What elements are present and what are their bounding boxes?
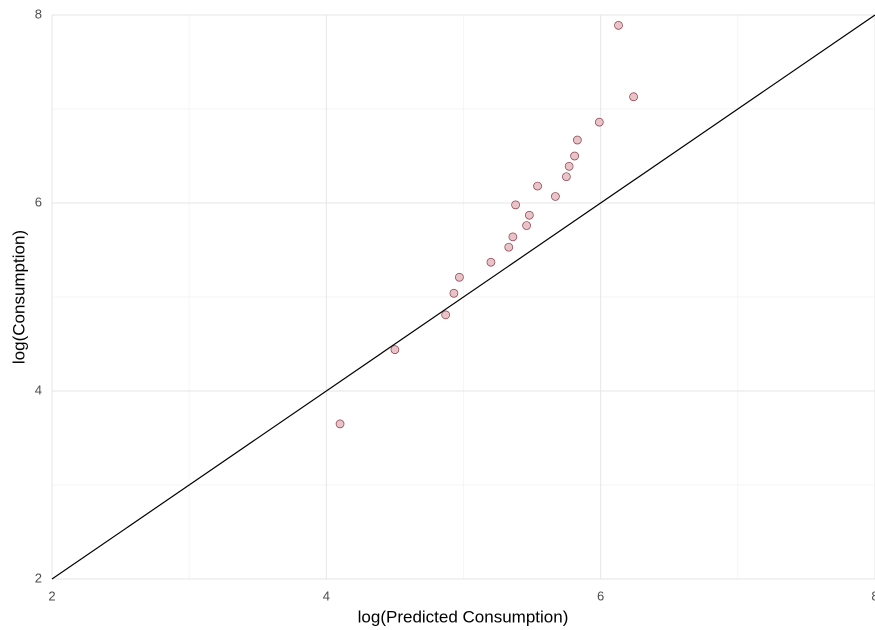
y-tick-label: 4 [35,382,42,397]
point [614,20,623,30]
point [551,192,560,201]
point [522,221,531,230]
point [524,210,534,220]
point [629,92,638,102]
x-tick-label: 2 [48,588,55,603]
point [455,272,464,282]
point [570,151,579,161]
y-tick-label: 8 [35,6,42,21]
point [441,310,451,320]
point [594,117,604,127]
y-tick-label: 2 [35,570,42,585]
point [504,242,514,252]
point [449,288,459,298]
point [508,232,518,242]
x-tick-label: 8 [871,588,875,603]
point [335,419,345,429]
y-axis-title: log(Consumption) [9,230,28,364]
point [533,181,542,191]
reference-line [51,14,875,580]
point [486,257,496,267]
y-tick-label: 6 [35,194,42,209]
point [562,172,571,182]
x-tick-label: 4 [323,588,330,603]
x-axis-title: log(Predicted Consumption) [358,607,569,626]
point [564,161,574,171]
point [572,135,582,145]
point [511,200,520,210]
x-tick-label: 6 [597,588,604,603]
point [390,345,400,354]
